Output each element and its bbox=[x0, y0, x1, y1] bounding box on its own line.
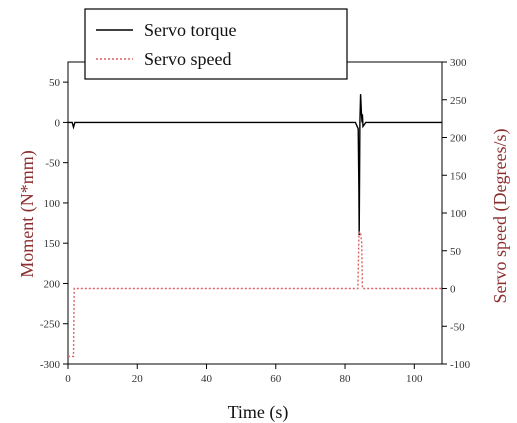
plot-area-border bbox=[67, 61, 443, 365]
x-tick-label: 60 bbox=[270, 373, 282, 385]
left-tick-label: -250 bbox=[40, 319, 61, 331]
left-tick-label: 50 bbox=[49, 77, 61, 89]
left-tick-label: 0 bbox=[55, 117, 61, 129]
left-tick-label: -300 bbox=[40, 359, 61, 371]
x-tick-label: 20 bbox=[132, 373, 144, 385]
x-tick-label: 100 bbox=[406, 373, 423, 385]
x-axis-title: Time (s) bbox=[228, 402, 289, 423]
right-tick-label: 0 bbox=[450, 284, 456, 296]
right-tick-label: 150 bbox=[450, 170, 467, 182]
x-tick-label: 80 bbox=[340, 373, 352, 385]
right-tick-label: 50 bbox=[450, 246, 462, 258]
left-axis: 50 0 -50 100 150 200 -250 -300 bbox=[40, 77, 68, 371]
left-tick-label: -50 bbox=[45, 158, 60, 170]
right-axis: 300 250 200 150 100 50 0 -50 -100 bbox=[442, 57, 471, 371]
x-axis: 0 20 40 60 80 100 bbox=[65, 364, 423, 385]
right-tick-label: -50 bbox=[450, 321, 465, 333]
left-tick-label: 100 bbox=[44, 198, 61, 210]
plot-frame bbox=[67, 61, 443, 365]
legend-label-servo-speed: Servo speed bbox=[144, 49, 231, 69]
legend-label-servo-torque: Servo torque bbox=[144, 20, 236, 40]
left-axis-title: Moment (N*mm) bbox=[17, 150, 38, 278]
right-axis-title: Servo speed (Degrees/s) bbox=[490, 129, 511, 304]
legend-box bbox=[84, 8, 348, 80]
x-tick-label: 40 bbox=[201, 373, 213, 385]
right-tick-label: 250 bbox=[450, 95, 467, 107]
right-tick-label: -100 bbox=[450, 359, 471, 371]
left-tick-label: 150 bbox=[44, 238, 61, 250]
series-line-servo-torque bbox=[68, 94, 442, 236]
legend: Servo torque Servo speed bbox=[84, 8, 348, 80]
series-layer bbox=[68, 94, 442, 358]
series-line-servo-speed bbox=[68, 231, 442, 358]
right-tick-label: 100 bbox=[450, 208, 467, 220]
right-tick-label: 200 bbox=[450, 133, 467, 145]
right-tick-label: 300 bbox=[450, 57, 467, 69]
left-tick-label: 200 bbox=[44, 278, 61, 290]
x-tick-label: 0 bbox=[65, 373, 71, 385]
